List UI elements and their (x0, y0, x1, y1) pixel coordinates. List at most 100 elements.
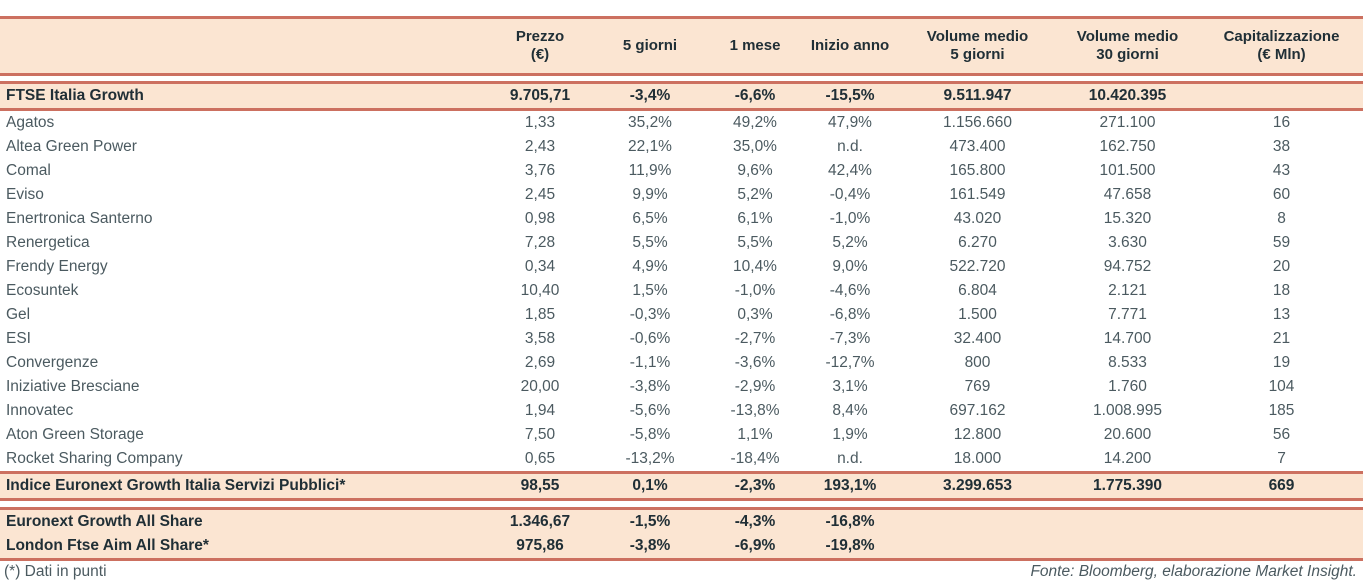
row-label: Altea Green Power (6, 138, 137, 155)
benchmark-rows-slot: Euronext Growth All Share 1.346,67 -1,5% -4… (0, 510, 1363, 558)
row-value: 2,69 (524, 354, 556, 371)
row-value: 2.121 (1108, 282, 1147, 299)
row-value: -3,8% (629, 537, 671, 554)
row-value: 975,86 (516, 537, 564, 554)
row-value: -18,4% (730, 450, 780, 467)
row-value: 9,0% (832, 258, 868, 275)
row-value: -0,3% (629, 306, 671, 323)
row-value: -5,8% (629, 426, 671, 443)
row-value: n.d. (837, 450, 863, 467)
row-value: 1,5% (632, 282, 668, 299)
row-value: -2,3% (734, 477, 776, 494)
table-row: Agatos 1,33 35,2% 49,2% 47,9% 1.156.660 271.10… (0, 111, 1363, 135)
row-value: 9.511.947 (943, 87, 1012, 104)
row-label: Convergenze (6, 354, 99, 371)
row-value: 1.008.995 (1093, 402, 1162, 419)
header-cell-prezzo: Prezzo (€) (490, 19, 590, 73)
row-value: 9.705,71 (509, 87, 571, 104)
benchmark-row: London Ftse Aim All Share* 975,86 -3,8% -6,… (0, 534, 1363, 558)
row-value: 6.804 (958, 282, 997, 299)
header-label: Capitalizzazione (1223, 28, 1340, 45)
row-value: n.d. (837, 138, 863, 155)
divider-rule (0, 507, 1363, 510)
row-value: 47.658 (1103, 186, 1152, 203)
row-value: 697.162 (949, 402, 1006, 419)
row-value: 6,5% (632, 210, 668, 227)
row-label: Agatos (6, 114, 55, 131)
row-value: -1,0% (734, 282, 776, 299)
row-value: 9,9% (632, 186, 668, 203)
row-value: -15,5% (825, 87, 875, 104)
header-label: 5 giorni (622, 37, 678, 54)
table-header-row: Prezzo (€) 5 giorni 1 mese Inizio anno V… (0, 19, 1363, 73)
header-cell-inizio-anno: Inizio anno (800, 19, 900, 73)
row-label: Euronext Growth All Share (6, 513, 203, 530)
row-label: Frendy Energy (6, 258, 108, 275)
ftse-italia-growth-row: FTSE Italia Growth 9.705,71 -3,4% -6,6% -15,… (0, 84, 1363, 108)
table-row: Enertronica Santerno 0,98 6,5% 6,1% -1,0% 43.… (0, 207, 1363, 231)
row-value: 11,9% (628, 162, 672, 179)
row-label: Comal (6, 162, 51, 179)
divider-rule (0, 73, 1363, 76)
row-value: -13,8% (730, 402, 780, 419)
header-label: (€ Mln) (1257, 46, 1306, 63)
row-label: Eviso (6, 186, 44, 203)
row-value: -13,2% (625, 450, 675, 467)
benchmark-row: Euronext Growth All Share 1.346,67 -1,5% -4… (0, 510, 1363, 534)
divider-rule (0, 81, 1363, 84)
row-value: -1,1% (629, 354, 671, 371)
row-value: 1.760 (1108, 378, 1147, 395)
table-row: Innovatec 1,94 -5,6% -13,8% 8,4% 697.162 1.008… (0, 399, 1363, 423)
row-value: 473.400 (949, 138, 1006, 155)
row-value: 185 (1268, 402, 1295, 419)
row-label: Gel (6, 306, 31, 323)
row-value: 5,2% (832, 234, 868, 251)
row-value: 1.156.660 (943, 114, 1012, 131)
row-value: 38 (1272, 138, 1291, 155)
row-value: 6,1% (737, 210, 773, 227)
row-value: 3,58 (524, 330, 556, 347)
header-label: Volume medio (926, 28, 1029, 45)
row-value: 14.700 (1103, 330, 1152, 347)
servizi-pubblici-row-slot: Indice Euronext Growth Italia Servizi Pu… (0, 474, 1363, 498)
row-value: -3,4% (629, 87, 671, 104)
row-value: 1,85 (524, 306, 556, 323)
row-value: 161.549 (949, 186, 1006, 203)
header-cell-name (0, 19, 490, 73)
row-value: 7 (1277, 450, 1286, 467)
row-value: 271.100 (1099, 114, 1156, 131)
white-gap (0, 501, 1363, 507)
row-value: 59 (1272, 234, 1291, 251)
row-value: 10,40 (520, 282, 560, 299)
table-row: Rocket Sharing Company 0,65 -13,2% -18,4% n.… (0, 447, 1363, 471)
row-value: 3,1% (832, 378, 868, 395)
divider-rule (0, 108, 1363, 111)
row-value: 0,34 (524, 258, 556, 275)
row-value: 35,2% (628, 114, 672, 131)
white-gap (0, 76, 1363, 81)
row-value: -0,6% (629, 330, 671, 347)
row-value: 1,33 (524, 114, 556, 131)
row-value: 20 (1272, 258, 1291, 275)
table-row: Altea Green Power 2,43 22,1% 35,0% n.d. 473.4… (0, 135, 1363, 159)
row-value: -0,4% (829, 186, 871, 203)
row-value: 20,00 (520, 378, 560, 395)
row-value: 42,4% (828, 162, 872, 179)
row-value: 5,5% (632, 234, 668, 251)
row-value: -16,8% (825, 513, 875, 530)
ftse-index-row-slot: FTSE Italia Growth 9.705,71 -3,4% -6,6% -15,… (0, 84, 1363, 108)
row-value: 1.775.390 (1093, 477, 1162, 494)
table-top-rule (0, 16, 1363, 19)
row-value: 35,0% (733, 138, 777, 155)
header-label: Prezzo (515, 28, 565, 45)
row-value: 12.800 (953, 426, 1002, 443)
company-rows-slot: Agatos 1,33 35,2% 49,2% 47,9% 1.156.660 271.10… (0, 111, 1363, 471)
row-value: 56 (1272, 426, 1291, 443)
row-value: 0,3% (737, 306, 773, 323)
header-label: 1 mese (729, 37, 781, 54)
row-value: 4,9% (632, 258, 668, 275)
row-value: 0,98 (524, 210, 556, 227)
row-value: 800 (964, 354, 991, 371)
row-value: 7.771 (1108, 306, 1147, 323)
